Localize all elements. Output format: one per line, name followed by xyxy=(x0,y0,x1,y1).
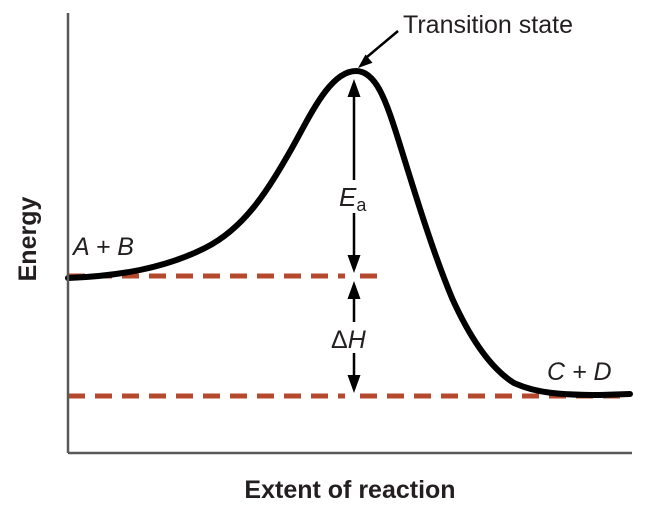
reactants-label: A + B xyxy=(71,233,134,261)
ea-arrowhead-up xyxy=(347,79,361,97)
ea-symbol: E xyxy=(339,182,357,212)
energy-curve xyxy=(65,67,633,399)
enthalpy-change-arrow xyxy=(328,281,379,393)
transition-state-pointer-arrow xyxy=(358,30,399,68)
ea-label-mask xyxy=(336,180,373,213)
y-axis-title: Energy xyxy=(14,197,42,282)
enthalpy-symbol: H xyxy=(348,326,367,354)
dh-label-mask xyxy=(328,322,379,353)
ts-pointer-shaft xyxy=(366,30,399,58)
activation-energy-label: Ea xyxy=(339,182,367,215)
transition-state-label: Transition state xyxy=(403,11,573,39)
products-label: C + D xyxy=(547,358,612,386)
dh-arrowhead-down xyxy=(347,375,361,393)
ts-pointer-arrowhead xyxy=(358,54,373,68)
x-axis-title: Extent of reaction xyxy=(244,476,455,504)
dh-arrowhead-up xyxy=(347,281,361,299)
activation-energy-arrow xyxy=(336,79,373,273)
ea-arrowhead-down xyxy=(347,255,361,273)
enthalpy-change-label: ΔH xyxy=(331,326,367,354)
delta-symbol: Δ xyxy=(331,326,348,354)
ea-subscript: a xyxy=(356,195,367,215)
